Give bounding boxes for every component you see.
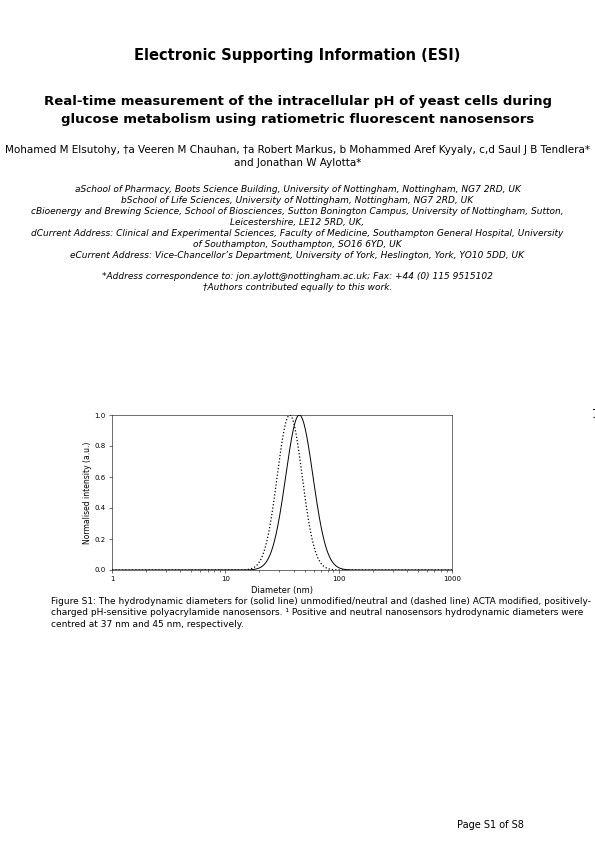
Legend: Neutral, Positive: Neutral, Positive [593, 406, 595, 420]
Text: Leicestershire, LE12 5RD, UK,: Leicestershire, LE12 5RD, UK, [230, 218, 365, 227]
Text: Electronic Supporting Information (ESI): Electronic Supporting Information (ESI) [134, 48, 461, 63]
Text: eCurrent Address: Vice-Chancellor’s Department, University of York, Heslington, : eCurrent Address: Vice-Chancellor’s Depa… [70, 251, 525, 260]
Text: and Jonathan W Aylotta*: and Jonathan W Aylotta* [234, 158, 361, 168]
Text: †Authors contributed equally to this work.: †Authors contributed equally to this wor… [203, 283, 392, 292]
Text: glucose metabolism using ratiometric fluorescent nanosensors: glucose metabolism using ratiometric flu… [61, 113, 534, 126]
Text: Figure S1: The hydrodynamic diameters for (solid line) unmodified/neutral and (d: Figure S1: The hydrodynamic diameters fo… [51, 597, 591, 629]
Text: aSchool of Pharmacy, Boots Science Building, University of Nottingham, Nottingha: aSchool of Pharmacy, Boots Science Build… [74, 185, 521, 194]
Y-axis label: Normalised intensity (a.u.): Normalised intensity (a.u.) [83, 441, 92, 544]
Text: dCurrent Address: Clinical and Experimental Sciences, Faculty of Medicine, South: dCurrent Address: Clinical and Experimen… [32, 229, 563, 238]
Text: bSchool of Life Sciences, University of Nottingham, Nottingham, NG7 2RD, UK: bSchool of Life Sciences, University of … [121, 196, 474, 205]
Text: of Southampton, Southampton, SO16 6YD, UK: of Southampton, Southampton, SO16 6YD, U… [193, 240, 402, 249]
Text: Mohamed M Elsutohy, †a Veeren M Chauhan, †a Robert Markus, b Mohammed Aref Kyyal: Mohamed M Elsutohy, †a Veeren M Chauhan,… [5, 145, 590, 155]
Text: *Address correspondence to: jon.aylott@nottingham.ac.uk; Fax: +44 (0) 115 951510: *Address correspondence to: jon.aylott@n… [102, 272, 493, 281]
Text: Real-time measurement of the intracellular pH of yeast cells during: Real-time measurement of the intracellul… [43, 95, 552, 108]
Text: Page S1 of S8: Page S1 of S8 [457, 820, 524, 830]
Text: cBioenergy and Brewing Science, School of Biosciences, Sutton Bonington Campus, : cBioenergy and Brewing Science, School o… [31, 207, 564, 216]
X-axis label: Diameter (nm): Diameter (nm) [251, 586, 313, 595]
